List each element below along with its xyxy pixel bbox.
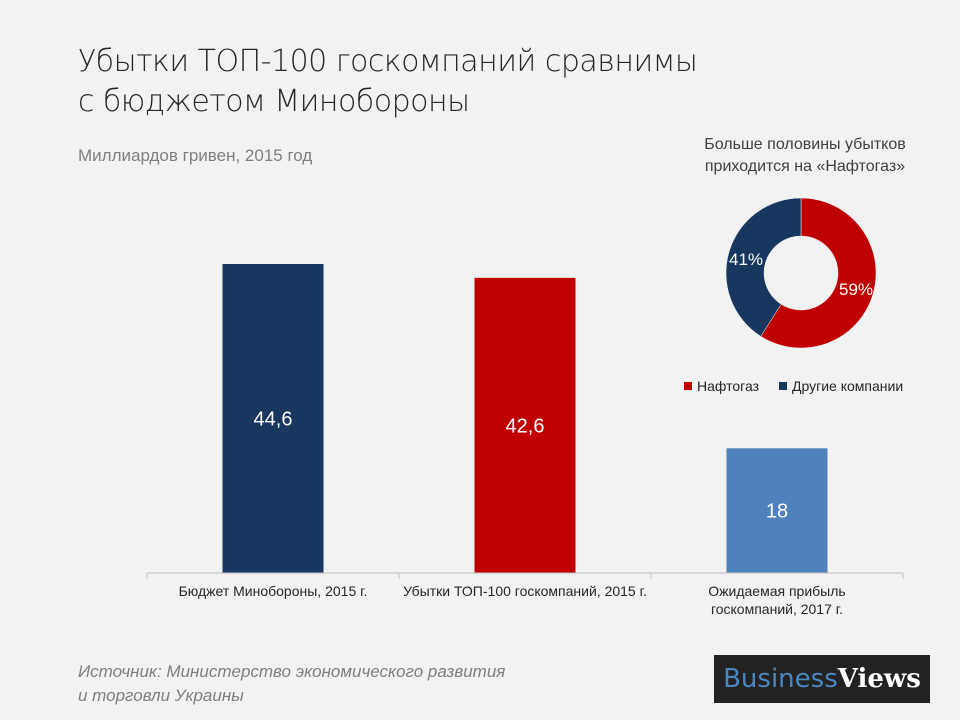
title-line-2: с бюджетом Минобороны — [78, 84, 470, 119]
bar-value-label: 42,6 — [506, 415, 545, 437]
legend-label: Нафтогаз — [697, 378, 759, 394]
source-line-2: и торговли Украины — [78, 686, 244, 705]
legend-swatch — [779, 382, 787, 390]
title-line-1: Убытки ТОП-100 госкомпаний сравнимы — [78, 44, 698, 79]
logo-part-2: Views — [837, 664, 921, 694]
legend-swatch — [684, 382, 692, 390]
legend-item-naftogaz: Нафтогаз — [684, 378, 759, 394]
category-label: Ожидаемая прибыль госкомпаний, 2017 г. — [708, 583, 846, 617]
source-line-1: Источник: Министерство экономического ра… — [78, 662, 506, 681]
donut-slice — [725, 197, 802, 337]
donut-label: 59% — [839, 280, 873, 299]
category-label: Убытки ТОП-100 госкомпаний, 2015 г. — [403, 583, 647, 599]
donut-title: Больше половины убытков приходится на «Н… — [680, 134, 930, 178]
donut-title-line-2: приходится на «Нафтогаз» — [704, 158, 906, 175]
business-views-logo: Business Views — [714, 655, 930, 703]
bar — [726, 448, 828, 573]
source-note: Источник: Министерство экономического ра… — [78, 660, 505, 708]
page-title: Убытки ТОП-100 госкомпаний сравнимы с бю… — [78, 42, 698, 122]
bar — [222, 264, 324, 573]
logo-part-1: Business — [723, 664, 838, 694]
bar-value-label: 44,6 — [254, 409, 293, 431]
bar-value-label: 18 — [766, 501, 788, 523]
donut-legend: Нафтогаз Другие компании — [684, 378, 903, 394]
donut-label: 41% — [729, 250, 763, 269]
legend-label: Другие компании — [792, 378, 904, 394]
category-label: Бюджет Минобороны, 2015 г. — [178, 583, 368, 599]
bar — [474, 277, 576, 573]
donut-title-line-1: Больше половины убытков — [704, 136, 906, 153]
subtitle: Миллиардов гривен, 2015 год — [78, 146, 313, 165]
legend-item-others: Другие компании — [779, 378, 903, 394]
